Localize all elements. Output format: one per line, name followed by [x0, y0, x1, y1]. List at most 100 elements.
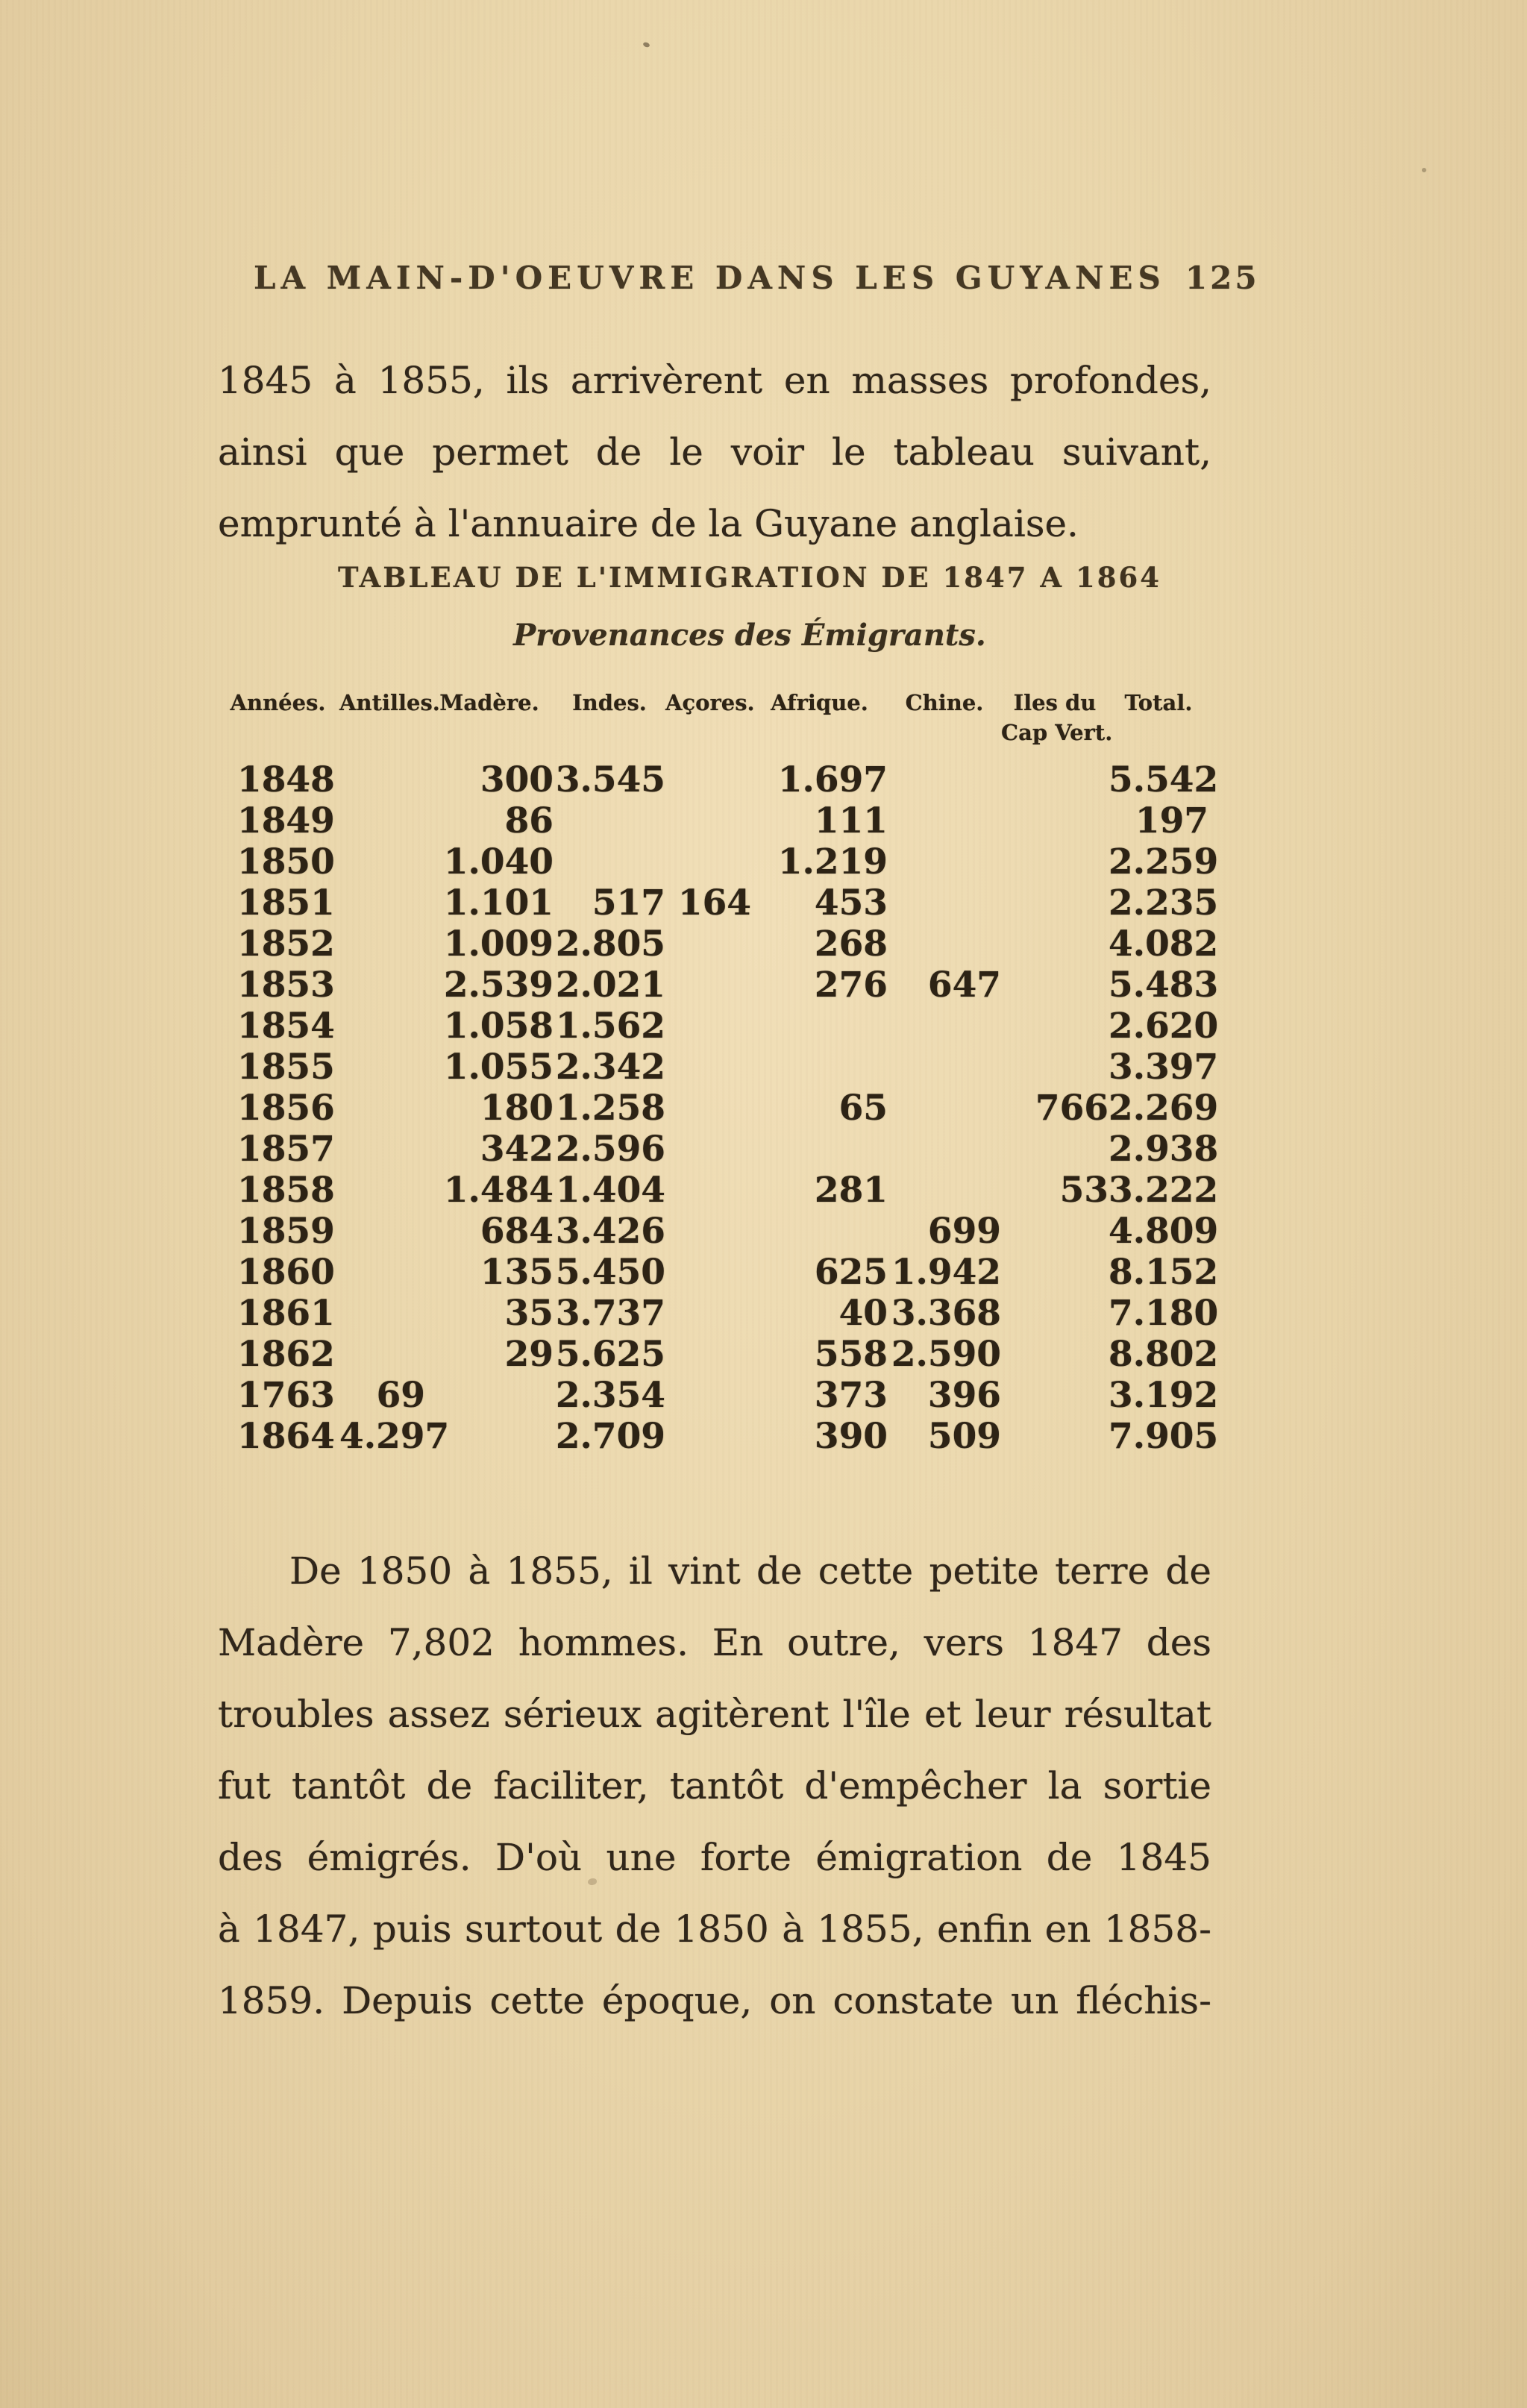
- year-cell: 1850: [237, 841, 335, 882]
- value-cell: 766: [1035, 1088, 1109, 1129]
- year-cell: 1860: [237, 1252, 335, 1293]
- value-cell: 5.450: [555, 1252, 665, 1293]
- value-cell: [1001, 924, 1109, 965]
- closing-paragraph: De 1850 à 1855, il vint de cette petite …: [218, 1535, 1211, 2037]
- table-row: 1862 29 5.625 558 2.590 8.802: [216, 1334, 1219, 1375]
- value-cell: 8.802: [1109, 1334, 1219, 1375]
- paper-speck: [1422, 168, 1426, 172]
- table-subtitle: Provenances des Émigrants.: [513, 618, 986, 653]
- text-line: des émigrés. D'où une forte émigration d…: [218, 1836, 1211, 1879]
- value-cell: 373: [814, 1375, 888, 1416]
- table-row: 1854 1.058 1.562 2.620: [216, 1006, 1218, 1047]
- value-cell: 5.483: [1109, 965, 1219, 1006]
- value-cell: 2.342: [555, 1047, 665, 1088]
- value-cell: 2.235: [1109, 882, 1219, 924]
- text-line: ainsi que permet de le voir le tableau s…: [218, 430, 1211, 474]
- value-cell: 4.809: [1109, 1211, 1219, 1252]
- value-cell: [665, 1211, 751, 1252]
- value-cell: 1.009: [443, 924, 554, 965]
- value-cell: 2.938: [1109, 1129, 1219, 1170]
- table-title: TABLEAU DE L'IMMIGRATION DE 1847 A 1864: [337, 561, 1161, 594]
- value-cell: [665, 800, 751, 841]
- value-cell: [339, 1129, 425, 1170]
- table-row: 1855 1.055 2.342 3.397: [216, 1047, 1218, 1088]
- value-cell: [751, 1047, 888, 1088]
- immigration-table: Années. Antilles. Madère. Indes. Açores.…: [216, 688, 1219, 1457]
- value-cell: 625: [814, 1252, 888, 1293]
- col-header-annees: Années.: [230, 690, 326, 715]
- value-cell: [665, 1375, 751, 1416]
- value-cell: [1001, 1334, 1109, 1375]
- value-cell: 2.539: [443, 965, 554, 1006]
- year-cell: 1859: [237, 1211, 335, 1252]
- value-cell: 558: [814, 1334, 888, 1375]
- value-cell: 281: [814, 1170, 888, 1211]
- value-cell: 1.258: [555, 1088, 665, 1129]
- text-line: troubles assez sérieux agitèrent l'île e…: [218, 1693, 1211, 1736]
- table-row: 1857 342 2.596 2.938: [216, 1129, 1219, 1170]
- text-line: De 1850 à 1855, il vint de cette petite …: [289, 1549, 1211, 1593]
- table-row: 1856 180 1.258 65 766 2.269: [216, 1088, 1219, 1129]
- value-cell: 699: [927, 1211, 1001, 1252]
- value-cell: [339, 1170, 425, 1211]
- value-cell: 342: [480, 1129, 554, 1170]
- value-cell: 276: [814, 965, 888, 1006]
- value-cell: 3.545: [555, 759, 665, 800]
- year-cell: 1858: [237, 1170, 335, 1211]
- value-cell: [1001, 882, 1109, 924]
- value-cell: [1001, 1252, 1109, 1293]
- running-head: LA MAIN-D'OEUVRE DANS LES GUYANES 125: [254, 260, 1257, 296]
- value-cell: [339, 800, 425, 841]
- value-cell: 3.368: [891, 1293, 1001, 1334]
- value-cell: 197: [1135, 800, 1208, 841]
- value-cell: [751, 1006, 888, 1047]
- table-row: 1864 4.297 2.709 390 509 7.905: [216, 1416, 1219, 1457]
- value-cell: 517: [592, 882, 665, 924]
- value-cell: 2.259: [1109, 841, 1219, 882]
- value-cell: 647: [927, 965, 1001, 1006]
- value-cell: [888, 1047, 1001, 1088]
- value-cell: [888, 1006, 1001, 1047]
- col-header-chine: Chine.: [905, 690, 984, 715]
- value-cell: 7.180: [1109, 1293, 1219, 1334]
- value-cell: 7.905: [1109, 1416, 1219, 1457]
- value-cell: [888, 924, 1001, 965]
- value-cell: 69: [376, 1375, 425, 1416]
- value-cell: [339, 1047, 425, 1088]
- col-header-antilles: Antilles.: [339, 690, 440, 715]
- value-cell: 509: [927, 1416, 1001, 1457]
- value-cell: [665, 1252, 751, 1293]
- value-cell: 2.590: [891, 1334, 1001, 1375]
- year-cell: 1853: [237, 965, 335, 1006]
- value-cell: [425, 1375, 554, 1416]
- value-cell: 8.152: [1109, 1252, 1219, 1293]
- year-cell: 1861: [237, 1293, 335, 1334]
- value-cell: 1.404: [555, 1170, 665, 1211]
- value-cell: [1001, 759, 1109, 800]
- value-cell: [554, 841, 665, 882]
- text-line: 1845 à 1855, ils arrivèrent en masses pr…: [218, 359, 1211, 402]
- value-cell: [665, 1293, 751, 1334]
- value-cell: [1001, 1047, 1109, 1088]
- table-row: 1859 684 3.426 699 4.809: [216, 1211, 1219, 1252]
- value-cell: [1001, 965, 1109, 1006]
- value-cell: 3.192: [1109, 1375, 1219, 1416]
- value-cell: [1001, 1293, 1109, 1334]
- table-header: Années. Antilles. Madère. Indes. Açores.…: [216, 688, 1208, 759]
- year-cell: 1857: [237, 1129, 335, 1170]
- value-cell: [888, 1170, 1001, 1211]
- value-cell: 2.269: [1109, 1088, 1219, 1129]
- value-cell: [339, 1088, 425, 1129]
- value-cell: 111: [814, 800, 888, 841]
- paper-speck: [642, 41, 650, 48]
- value-cell: 4.297: [339, 1416, 450, 1457]
- intro-paragraph: 1845 à 1855, ils arrivèrent en masses pr…: [218, 345, 1211, 559]
- value-cell: 2.596: [555, 1129, 665, 1170]
- value-cell: [1001, 1129, 1109, 1170]
- value-cell: [665, 759, 751, 800]
- value-cell: 1.058: [443, 1006, 554, 1047]
- value-cell: 40: [838, 1293, 888, 1334]
- value-cell: [339, 1006, 425, 1047]
- value-cell: [888, 759, 1001, 800]
- value-cell: 300: [480, 759, 554, 800]
